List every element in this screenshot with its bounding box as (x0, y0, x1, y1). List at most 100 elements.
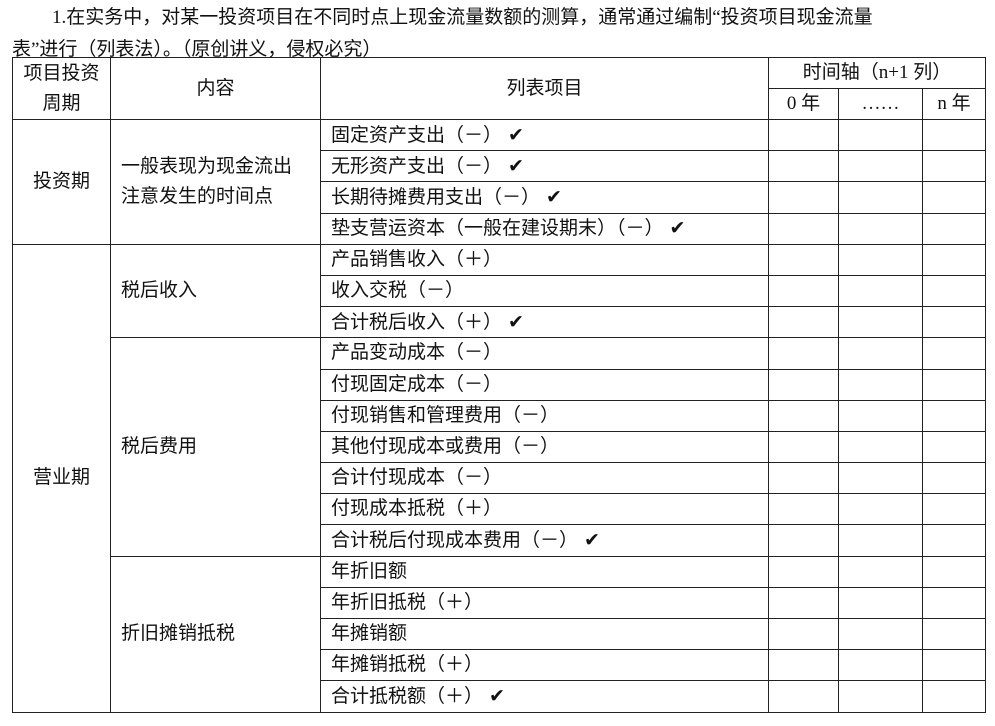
table-row: 折旧摊销抵税 年折旧额 (13, 555, 986, 713)
header-period: 项目投资周期 (12, 57, 111, 120)
cell-year-0 (768, 306, 839, 339)
header-timeline: 时间轴（n+1 列） (768, 57, 986, 89)
intro-line-2: 表”进行（列表法）。（原创讲义，侵权必究） (12, 39, 382, 60)
list-item: 年摊销额 (320, 617, 769, 651)
item-label: 付现固定成本（－） (331, 373, 503, 395)
cell-ellipsis (838, 150, 923, 183)
table-row: 年折旧抵税（＋） (13, 586, 986, 620)
cell-year-n (922, 274, 986, 308)
cell-ellipsis (838, 524, 923, 557)
period-operating: 营业期 (12, 243, 111, 713)
cell-year-n (922, 118, 986, 152)
table-row: 投资期 一般表现为现金流出注意发生的时间点 固定资产支出（－） ✔ (12, 118, 986, 245)
table-row: 长期待摊费用支出（－） ✔ (13, 181, 986, 214)
cell-year-n (922, 617, 986, 651)
cell-year-0 (768, 649, 839, 682)
cell-ellipsis (838, 493, 923, 526)
period-investment: 投资期 (12, 119, 111, 245)
check-mark-icon: ✔ (584, 529, 600, 552)
cell-year-0 (768, 617, 839, 651)
cell-ellipsis (838, 368, 923, 401)
item-label: 合计抵税额（＋） (331, 685, 484, 707)
cell-year-0 (768, 555, 839, 588)
header-ellipsis: …… (838, 88, 923, 120)
cell-year-n (922, 181, 986, 214)
table-row: 无形资产支出（－） ✔ (13, 150, 986, 183)
cell-year-0 (768, 181, 839, 214)
cell-year-0 (768, 430, 839, 464)
table-row: 付现成本抵税（＋） (13, 493, 986, 526)
list-item: 合计税后付现成本费用（－） ✔ (320, 524, 769, 557)
table-row: 税后费用 产品变动成本（－） (13, 337, 986, 557)
table-row: 年摊销抵税（＋） (13, 649, 986, 682)
cell-year-0 (768, 150, 839, 183)
cell-year-n (922, 462, 986, 495)
cash-flow-table: 项目投资周期 内容 列表项目 时间轴（n+1 列） 0 年 …… n 年 投资期… (12, 57, 986, 713)
check-mark-icon: ✔ (508, 154, 524, 177)
item-label: 年摊销额 (331, 623, 408, 645)
list-item: 年折旧额 (320, 555, 769, 588)
cell-year-n (922, 399, 986, 432)
cell-year-n (922, 368, 986, 401)
header-content: 内容 (110, 57, 321, 120)
check-mark-icon: ✔ (508, 123, 524, 146)
table-row: 年摊销额 (13, 617, 986, 651)
intro-line-1: 1.在实务中，对某一投资项目在不同时点上现金流量数额的测算，通常通过编制“投资项… (52, 7, 873, 28)
list-item: 收入交税（－） (320, 274, 769, 308)
cell-year-0 (768, 586, 839, 620)
cell-year-n (922, 212, 986, 245)
list-item: 付现固定成本（－） (320, 368, 769, 401)
cell-ellipsis (838, 462, 923, 495)
intro-paragraph: 1.在实务中，对某一投资项目在不同时点上现金流量数额的测算，通常通过编制“投资项… (12, 2, 987, 66)
cell-year-0 (768, 274, 839, 308)
cell-year-0 (768, 243, 839, 276)
item-label: 合计税后收入（＋） (331, 311, 503, 333)
cell-year-n (922, 337, 986, 370)
cell-ellipsis (838, 555, 923, 588)
cell-year-0 (768, 368, 839, 401)
cell-ellipsis (838, 399, 923, 432)
list-item: 年摊销抵税（＋） (320, 649, 769, 682)
list-item: 付现成本抵税（＋） (320, 493, 769, 526)
cell-year-0 (768, 212, 839, 245)
cell-year-0 (768, 337, 839, 370)
list-item: 年折旧抵税（＋） (320, 586, 769, 620)
cell-year-n (922, 150, 986, 183)
table-row: 合计税后收入（＋） ✔ (13, 306, 986, 339)
list-item: 其他付现成本或费用（－） (320, 430, 769, 464)
item-label: 无形资产支出（－） (331, 155, 503, 177)
cell-year-n (922, 586, 986, 620)
table-row: 合计税后付现成本费用（－） ✔ (13, 524, 986, 557)
header-year-n: n 年 (922, 88, 986, 120)
table-row: 付现销售和管理费用（－） (13, 399, 986, 432)
cell-ellipsis (838, 649, 923, 682)
header-items: 列表项目 (320, 57, 769, 120)
cell-year-n (922, 430, 986, 464)
cell-year-0 (768, 118, 839, 152)
list-item: 合计付现成本（－） (320, 462, 769, 495)
cell-ellipsis (838, 306, 923, 339)
cell-ellipsis (838, 212, 923, 245)
list-item: 合计税后收入（＋） ✔ (320, 306, 769, 339)
list-item: 无形资产支出（－） ✔ (320, 150, 769, 183)
item-label: 付现成本抵税（＋） (331, 498, 503, 520)
item-label: 垫支营运资本（一般在建设期末）（－） (331, 218, 664, 240)
list-item: 产品变动成本（－） (320, 337, 769, 370)
table-row: 付现固定成本（－） (13, 368, 986, 401)
content-group: 税后收入 (110, 243, 321, 339)
item-label: 合计付现成本（－） (331, 467, 503, 489)
list-item: 固定资产支出（－） ✔ (320, 118, 769, 152)
list-item: 长期待摊费用支出（－） ✔ (320, 181, 769, 214)
check-mark-icon: ✔ (508, 310, 524, 333)
check-mark-icon: ✔ (546, 185, 562, 208)
item-label: 其他付现成本或费用（－） (331, 435, 560, 457)
cell-year-n (922, 555, 986, 588)
cell-ellipsis (838, 680, 923, 713)
cell-ellipsis (838, 118, 923, 152)
item-label: 产品销售收入（＋） (331, 248, 503, 270)
cell-year-0 (768, 680, 839, 713)
check-mark-icon: ✔ (489, 684, 505, 707)
item-label: 付现销售和管理费用（－） (331, 404, 560, 426)
table-row: 垫支营运资本（一般在建设期末）（－） ✔ (13, 212, 986, 245)
table-row: 营业期 税后收入 产品销售收入（＋） (12, 243, 986, 713)
